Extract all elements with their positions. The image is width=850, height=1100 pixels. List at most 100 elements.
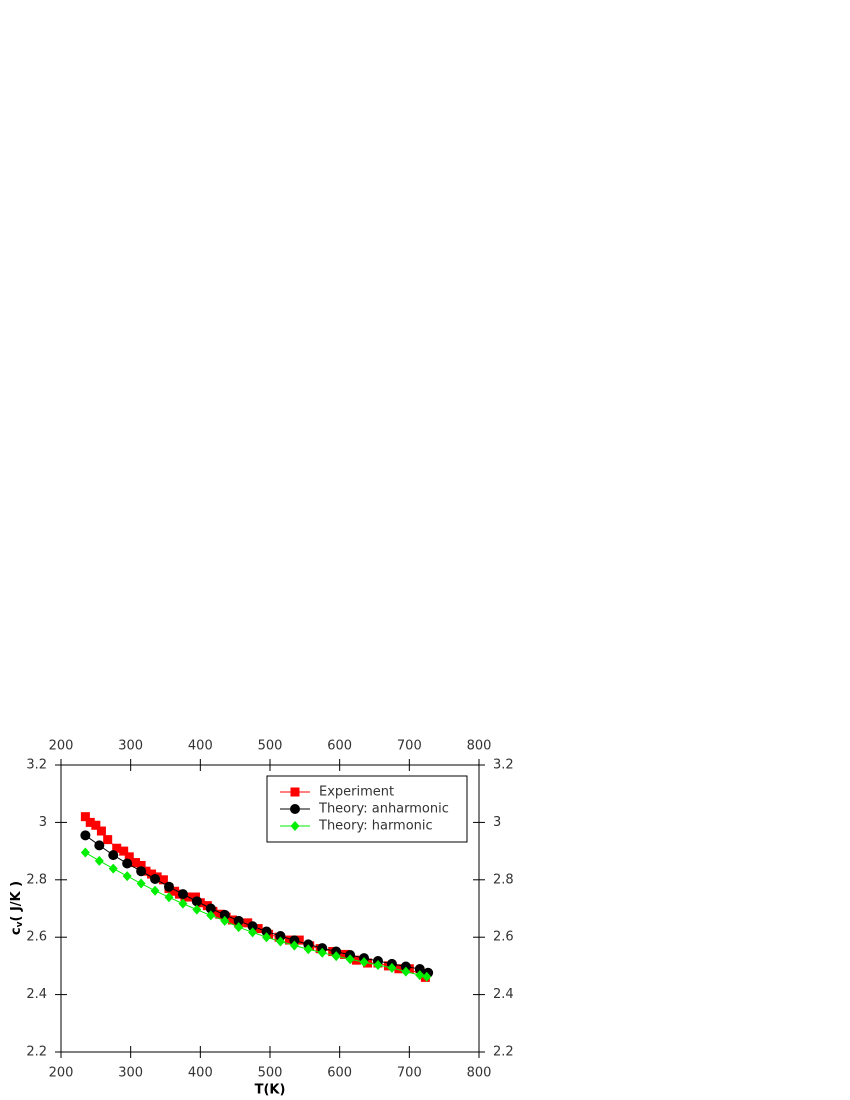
marker [112, 843, 122, 853]
marker [136, 860, 146, 870]
x-tick-label-top: 400 [188, 739, 213, 754]
marker [177, 889, 188, 900]
y-tick-label-right: 2.2 [493, 1045, 514, 1060]
marker [131, 858, 141, 868]
x-tick-label-top: 700 [397, 739, 422, 754]
marker [340, 949, 350, 959]
marker [359, 957, 369, 968]
y-tick-label: 3.2 [26, 758, 47, 773]
marker [94, 840, 105, 851]
marker [164, 892, 174, 903]
marker [124, 852, 134, 862]
marker [317, 947, 327, 958]
y-tick-label-right: 2.4 [493, 987, 514, 1002]
legend: Experiment Theory: anharmonic Theory: harm… [266, 775, 468, 843]
y-axis-title: cv( J/K ) [9, 881, 25, 935]
marker [415, 970, 425, 981]
y-tick-label-right: 2.6 [493, 930, 514, 945]
marker [289, 935, 300, 946]
marker [234, 922, 244, 933]
y-tick-label-right: 3 [493, 815, 501, 830]
marker [192, 904, 202, 915]
marker [96, 826, 106, 836]
marker [178, 898, 188, 909]
marker [275, 931, 286, 942]
marker [191, 896, 202, 907]
marker [220, 915, 230, 926]
marker [206, 910, 216, 921]
marker [147, 869, 157, 879]
marker [289, 940, 299, 951]
marker [400, 961, 411, 972]
marker [275, 936, 285, 947]
y-tick-label: 2.2 [26, 1045, 47, 1060]
legend-label: Theory: anharmonic [318, 802, 449, 817]
x-tick-label-top: 600 [327, 739, 352, 754]
marker [108, 863, 118, 874]
marker [248, 927, 258, 938]
marker [243, 918, 253, 928]
marker [122, 858, 133, 869]
marker [227, 915, 237, 925]
marker [136, 878, 146, 889]
marker [163, 881, 174, 892]
y-axis-title-main: c [9, 927, 24, 935]
y-tick-label: 2.6 [26, 930, 47, 945]
x-tick-label: 300 [118, 1066, 143, 1081]
marker [331, 951, 341, 962]
legend-label: Theory: harmonic [318, 819, 433, 834]
x-tick-label-top: 800 [467, 739, 492, 754]
marker [422, 971, 432, 982]
x-tick-label: 600 [327, 1066, 352, 1081]
marker [80, 847, 90, 858]
marker [80, 812, 90, 822]
marker [91, 820, 101, 830]
marker [247, 921, 258, 932]
marker [303, 944, 313, 955]
marker [122, 871, 132, 882]
marker [103, 835, 113, 845]
legend-marker [290, 787, 300, 797]
marker [150, 885, 160, 896]
marker [401, 966, 411, 977]
x-tick-label: 400 [188, 1066, 213, 1081]
y-tick-label: 3 [39, 815, 47, 830]
legend-marker [290, 821, 300, 831]
marker [261, 926, 272, 937]
legend-label: Experiment [319, 785, 394, 800]
y-tick-label: 2.4 [26, 987, 47, 1002]
x-tick-label-top: 200 [49, 739, 74, 754]
x-axis-title: T(K) [255, 1083, 286, 1098]
x-tick-label: 500 [258, 1066, 283, 1081]
marker [108, 850, 119, 861]
marker [85, 817, 95, 827]
marker [94, 855, 104, 866]
x-tick-label-top: 500 [258, 739, 283, 754]
series-line [85, 834, 429, 974]
marker [80, 830, 91, 841]
marker [345, 954, 355, 965]
y-axis-title-sub: v [15, 921, 25, 927]
x-tick-label-top: 300 [118, 739, 143, 754]
x-tick-label: 200 [49, 1066, 74, 1081]
marker [387, 962, 397, 973]
y-tick-label-right: 2.8 [493, 872, 514, 887]
marker [373, 960, 383, 971]
marker [170, 886, 180, 896]
marker [219, 909, 230, 920]
marker [185, 892, 195, 902]
y-tick-label-right: 3.2 [493, 758, 514, 773]
marker [119, 846, 129, 856]
marker [205, 903, 216, 914]
marker [150, 873, 161, 884]
marker [158, 875, 168, 885]
marker [233, 915, 244, 926]
marker [394, 964, 404, 974]
marker [136, 866, 147, 877]
y-axis-title-unit: ( J/K ) [9, 881, 24, 922]
y-tick-label: 2.8 [26, 872, 47, 887]
marker [414, 964, 425, 975]
legend-marker [290, 804, 300, 814]
